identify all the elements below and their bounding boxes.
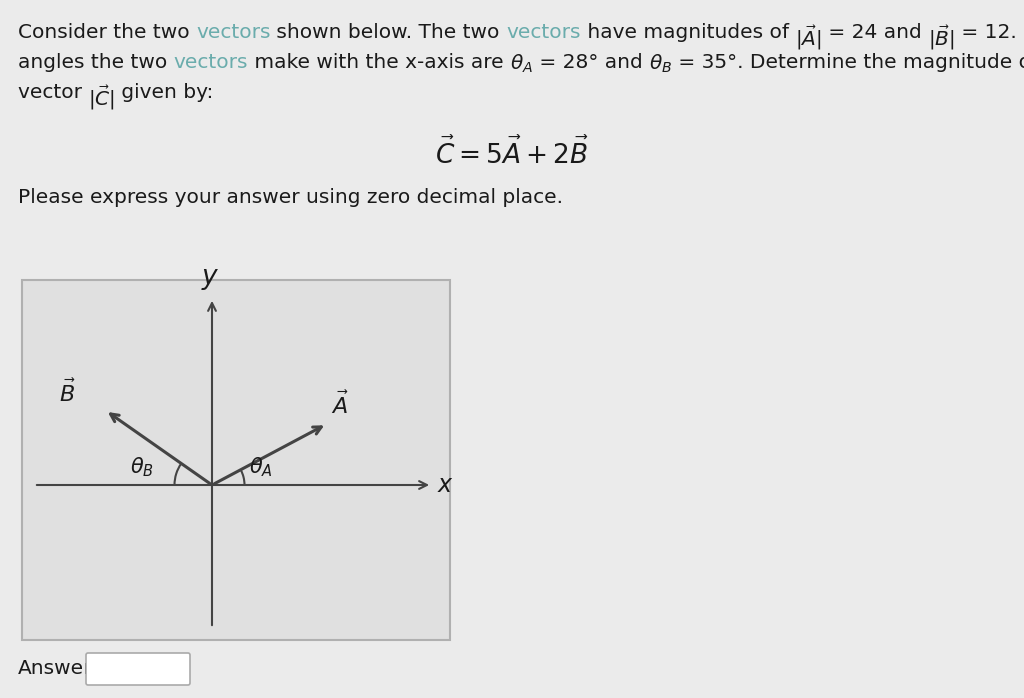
Text: angles the two: angles the two [18, 53, 174, 72]
Text: shown below. The two: shown below. The two [270, 23, 506, 42]
Text: Consider the two: Consider the two [18, 23, 196, 42]
Text: $x$: $x$ [437, 473, 454, 497]
Text: $|\vec{C}|$: $|\vec{C}|$ [88, 83, 116, 112]
Text: vectors: vectors [196, 23, 270, 42]
Bar [22, 280, 450, 640]
FancyBboxPatch shape [86, 653, 190, 685]
Text: = 35°. Determine the magnitude of the: = 35°. Determine the magnitude of the [673, 53, 1024, 72]
Text: vector: vector [18, 83, 88, 102]
Text: make with the x-axis are: make with the x-axis are [248, 53, 510, 72]
Text: $\vec{C} = 5\vec{A} + 2\vec{B}$: $\vec{C} = 5\vec{A} + 2\vec{B}$ [435, 138, 589, 170]
Text: vectors: vectors [174, 53, 248, 72]
Text: = 24 and: = 24 and [822, 23, 928, 42]
Text: vectors: vectors [506, 23, 581, 42]
Text: $\theta_A$: $\theta_A$ [249, 455, 272, 479]
Text: $\theta_A$: $\theta_A$ [510, 53, 534, 75]
Text: $|\vec{B}|$: $|\vec{B}|$ [928, 23, 954, 52]
Text: Answer:: Answer: [18, 658, 99, 678]
Text: = 12.  The small: = 12. The small [954, 23, 1024, 42]
Text: given by:: given by: [116, 83, 214, 102]
Text: $\theta_B$: $\theta_B$ [649, 53, 673, 75]
Text: $\theta_B$: $\theta_B$ [130, 455, 154, 479]
Text: Please express your answer using zero decimal place.: Please express your answer using zero de… [18, 188, 563, 207]
Text: $\vec{A}$: $\vec{A}$ [331, 391, 348, 418]
Text: $\vec{B}$: $\vec{B}$ [58, 379, 76, 406]
Text: $y$: $y$ [201, 266, 219, 292]
Text: = 28° and: = 28° and [534, 53, 649, 72]
Text: $|\vec{A}|$: $|\vec{A}|$ [795, 23, 822, 52]
Text: have magnitudes of: have magnitudes of [581, 23, 795, 42]
